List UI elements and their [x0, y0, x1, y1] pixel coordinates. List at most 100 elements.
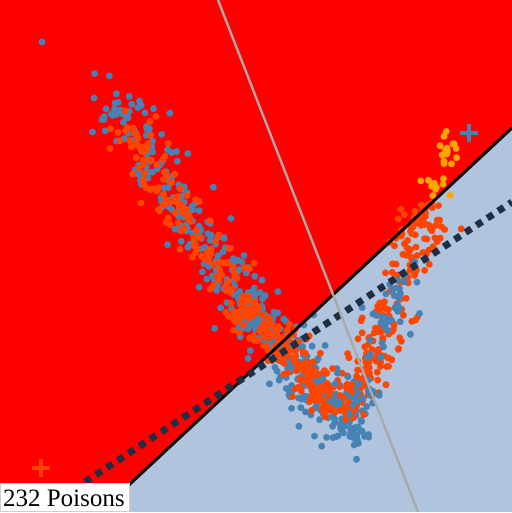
clean-point: [113, 111, 120, 118]
poison-point: [395, 216, 402, 223]
poison-point: [251, 337, 258, 344]
clean-point: [347, 425, 354, 432]
clean-point: [363, 403, 370, 410]
target-point: [425, 177, 432, 184]
poison-point: [341, 405, 348, 412]
poison-point: [160, 176, 167, 183]
poison-point: [438, 223, 445, 230]
poison-point: [147, 132, 154, 139]
poison-point: [145, 140, 152, 147]
clean-point: [210, 184, 217, 191]
poison-point: [376, 329, 383, 336]
clean-point: [259, 296, 266, 303]
poison-point: [186, 212, 193, 219]
poison-point: [133, 131, 140, 138]
clean-point: [211, 325, 218, 332]
clean-point: [334, 370, 341, 377]
clean-point: [150, 105, 157, 112]
clean-point: [302, 409, 309, 416]
poison-point: [295, 384, 302, 391]
clean-point: [245, 355, 252, 362]
clean-point: [142, 109, 149, 116]
poison-point: [143, 185, 150, 192]
poison-point: [425, 222, 432, 229]
poison-point: [163, 219, 170, 226]
clean-point: [351, 435, 358, 442]
poison-point: [418, 202, 425, 209]
poison-point: [293, 368, 300, 375]
clean-point: [360, 395, 367, 402]
clean-point: [251, 273, 258, 280]
poison-point: [321, 367, 328, 374]
poison-point: [308, 407, 315, 414]
clean-point: [332, 380, 339, 387]
poison-point: [126, 137, 133, 144]
poison-point: [164, 200, 171, 207]
target-point: [447, 192, 454, 199]
poison-point: [404, 237, 411, 244]
poison-point: [355, 335, 362, 342]
clean-point: [318, 443, 325, 450]
clean-point: [356, 380, 363, 387]
clean-point: [91, 70, 98, 77]
poison-point: [168, 179, 175, 186]
clean-point: [106, 73, 113, 80]
clean-point: [128, 101, 135, 108]
poison-point: [376, 300, 383, 307]
poison-point: [196, 198, 203, 205]
poison-point: [228, 300, 235, 307]
clean-point: [388, 317, 395, 324]
poison-point: [245, 310, 252, 317]
poison-point: [305, 362, 312, 369]
poison-point: [128, 143, 135, 150]
poison-point: [234, 275, 241, 282]
poison-point: [175, 220, 182, 227]
poison-point: [136, 143, 143, 150]
clean-point: [196, 207, 203, 214]
clean-point: [134, 104, 141, 111]
clean-point: [333, 397, 340, 404]
poison-point: [231, 309, 238, 316]
target-point: [443, 128, 450, 135]
clean-point: [345, 374, 352, 381]
poison-point: [160, 191, 167, 198]
clean-point: [167, 110, 174, 117]
clean-point: [246, 322, 253, 329]
poison-point: [222, 309, 229, 316]
poison-point: [249, 305, 256, 312]
clean-point: [215, 252, 222, 259]
clean-point: [396, 285, 403, 292]
clean-point: [416, 310, 423, 317]
poison-point: [382, 270, 389, 277]
clean-point: [391, 292, 398, 299]
poison-count: 232: [3, 485, 41, 512]
poison-point: [140, 157, 147, 164]
poison-point: [172, 171, 179, 178]
poison-point: [122, 108, 129, 115]
poison-point: [107, 125, 114, 132]
target-point: [453, 154, 460, 161]
clean-point: [178, 238, 185, 245]
poison-point: [153, 113, 160, 120]
poison-point: [397, 206, 404, 213]
target-point: [417, 178, 424, 185]
clean-point: [377, 354, 384, 361]
poison-point: [175, 193, 182, 200]
clean-point: [340, 430, 347, 437]
poison-point: [141, 170, 148, 177]
poison-point: [161, 169, 168, 176]
clean-point: [259, 277, 266, 284]
poison-point: [289, 393, 296, 400]
poison-point: [208, 246, 215, 253]
clean-point: [323, 434, 330, 441]
poison-point: [395, 346, 402, 353]
clean-point: [228, 215, 235, 222]
poison-point: [319, 404, 326, 411]
poison-point: [398, 338, 405, 345]
poison-point: [276, 357, 283, 364]
clean-point: [208, 232, 215, 239]
poison-point: [374, 377, 381, 384]
poison-point: [216, 266, 223, 273]
poison-point: [130, 125, 137, 132]
